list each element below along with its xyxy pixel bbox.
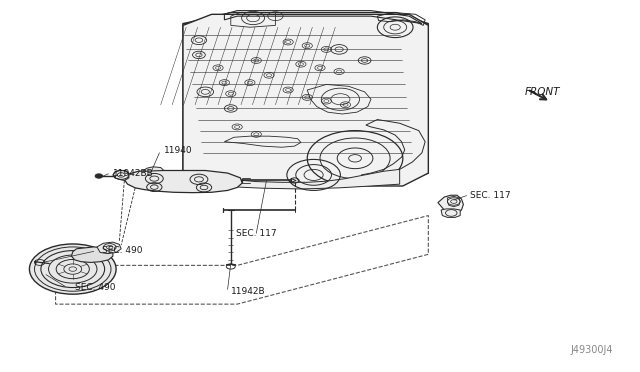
Text: FRONT: FRONT bbox=[525, 87, 561, 97]
Text: SEC. 117: SEC. 117 bbox=[470, 191, 510, 200]
Polygon shape bbox=[72, 247, 113, 262]
Polygon shape bbox=[186, 169, 399, 189]
Polygon shape bbox=[183, 14, 428, 186]
Text: SEC. 117: SEC. 117 bbox=[236, 230, 276, 238]
Polygon shape bbox=[97, 242, 121, 254]
Text: 11942BB: 11942BB bbox=[113, 169, 154, 177]
Polygon shape bbox=[441, 209, 460, 217]
Text: SEC. 490: SEC. 490 bbox=[75, 283, 115, 292]
Text: J49300J4: J49300J4 bbox=[571, 345, 613, 355]
Text: 11942B: 11942B bbox=[231, 287, 266, 296]
Polygon shape bbox=[183, 23, 428, 184]
Polygon shape bbox=[113, 170, 129, 180]
Circle shape bbox=[95, 174, 102, 178]
Text: 11940: 11940 bbox=[164, 147, 193, 155]
Polygon shape bbox=[438, 195, 463, 215]
Polygon shape bbox=[124, 170, 243, 193]
Circle shape bbox=[29, 244, 116, 294]
Text: SEC. 490: SEC. 490 bbox=[102, 246, 143, 255]
Polygon shape bbox=[183, 13, 428, 33]
Polygon shape bbox=[143, 167, 164, 171]
